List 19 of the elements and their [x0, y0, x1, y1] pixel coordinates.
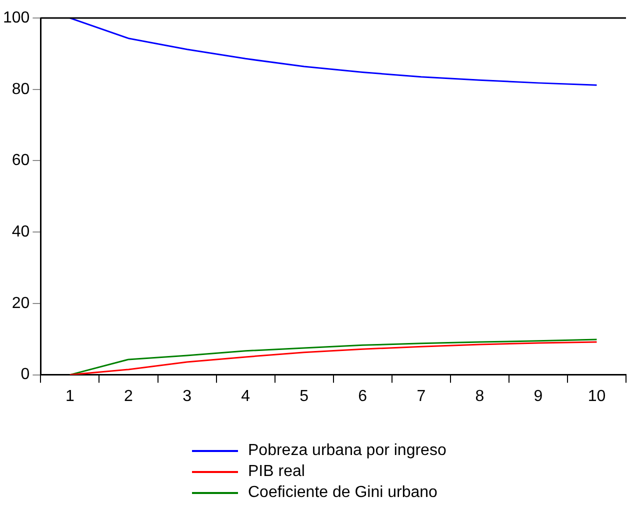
legend-label: PIB real	[248, 462, 305, 480]
y-tick-label: 0	[20, 366, 30, 384]
x-tick-label: 3	[182, 388, 192, 405]
x-tick-label: 4	[241, 388, 250, 405]
x-tick-label: 9	[534, 388, 543, 405]
y-tick-label: 20	[12, 294, 30, 312]
legend-label: Coeficiente de Gini urbano	[248, 484, 438, 502]
y-tick-label: 80	[12, 80, 30, 98]
legend-label: Pobreza urbana por ingreso	[248, 442, 446, 460]
y-tick-label: 100	[2, 9, 30, 26]
x-tick-label: 8	[475, 388, 484, 405]
x-tick-label: 5	[300, 388, 309, 405]
x-tick-label: 7	[416, 388, 426, 405]
y-tick-label: 40	[12, 223, 30, 240]
x-tick-label: 2	[124, 388, 134, 405]
y-tick-label: 60	[12, 152, 30, 170]
x-tick-label: 6	[358, 388, 368, 405]
x-tick-label: 10	[588, 388, 606, 405]
x-tick-label: 1	[66, 388, 75, 405]
